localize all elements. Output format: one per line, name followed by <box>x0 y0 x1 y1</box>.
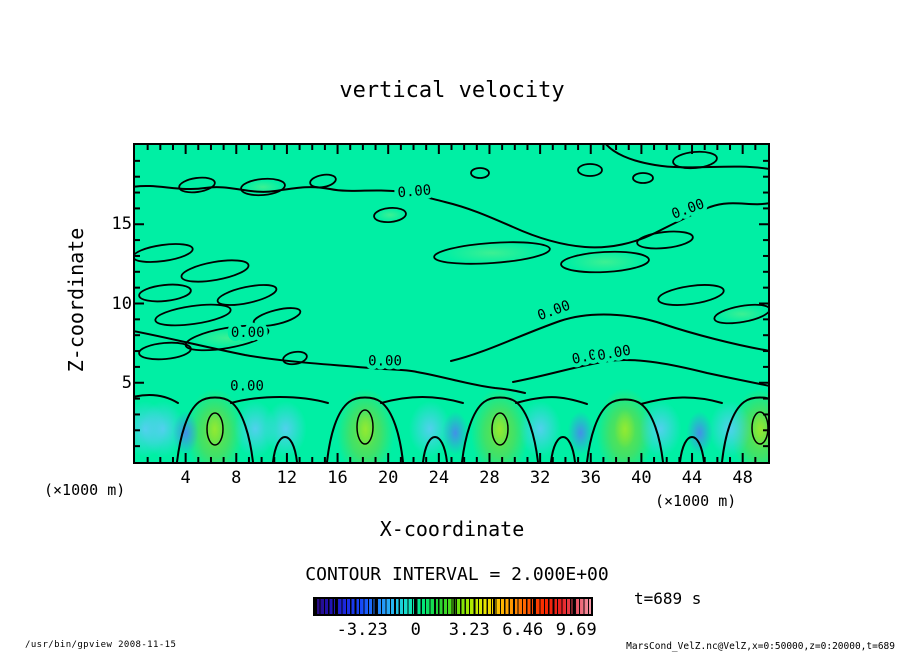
contour-value-label: 0.00 <box>397 182 432 201</box>
contour-line <box>721 396 768 462</box>
contour-loop <box>216 284 278 306</box>
contour-plot-overlay: 0.000.000.000.000.000.000.000.00 <box>135 145 768 462</box>
x-tick-label: 24 <box>428 468 450 488</box>
contour-loop <box>433 241 551 265</box>
contour-loop <box>180 259 250 283</box>
contour-line <box>640 396 723 405</box>
contour-line <box>326 396 404 462</box>
contour-plot: 0.00 0.00 0.00 0.00 0.00 0.00 0.00 0.00 <box>133 143 770 464</box>
y-axis-title: Z-coordinate <box>64 227 88 373</box>
x-tick-label: 4 <box>180 468 191 488</box>
x-axis-unit-left: (×1000 m) <box>44 481 126 499</box>
contour-value-label: 0.00 <box>368 353 402 369</box>
axis-tick-marks <box>135 145 768 462</box>
contour-line <box>272 435 298 462</box>
contour-loop <box>240 177 286 197</box>
colorbar-tick-label: 6.46 <box>502 620 544 640</box>
contour-line <box>450 313 768 362</box>
contour-loop <box>154 303 232 327</box>
contour-lines <box>135 145 768 462</box>
contour-inner-loop <box>751 411 768 445</box>
contour-loop <box>252 307 302 327</box>
contour-loop <box>309 173 337 189</box>
contour-interval-note: CONTOUR INTERVAL = 2.000E+00 <box>305 564 609 585</box>
contour-inner-loop <box>206 412 224 446</box>
contour-loop <box>657 284 725 306</box>
contour-loop <box>282 350 308 366</box>
colorbar <box>313 597 593 616</box>
contour-loop <box>373 206 407 224</box>
contour-value-label: 0.00 <box>535 298 572 325</box>
footer-command-path: /usr/bin/gpview 2008-11-15 <box>25 640 177 650</box>
contour-line <box>586 398 664 462</box>
contour-loop <box>470 167 490 179</box>
x-tick-label: 48 <box>732 468 753 488</box>
contour-loop <box>577 163 603 177</box>
contour-line <box>380 396 464 404</box>
colorbar-tick-label: 3.23 <box>448 620 490 640</box>
contour-loop <box>672 150 718 170</box>
time-label: t=689 s <box>634 589 702 608</box>
x-axis-title: X-coordinate <box>379 517 525 541</box>
x-tick-label: 36 <box>580 468 601 488</box>
y-tick-label: 5 <box>121 372 132 393</box>
contour-inner-loop <box>491 412 509 446</box>
contour-line <box>515 396 588 405</box>
colorbar-tick-label: -3.23 <box>336 620 388 640</box>
contour-line <box>461 396 539 462</box>
colorbar-tick-label: 9.69 <box>555 620 597 640</box>
page-title: vertical velocity <box>339 78 565 103</box>
contour-inner-loop <box>356 409 374 445</box>
contour-line <box>135 330 526 394</box>
contour-line <box>422 435 448 462</box>
contour-loop <box>713 303 768 325</box>
contour-loop <box>138 283 192 303</box>
x-tick-label: 44 <box>681 468 703 488</box>
contour-value-label: 0.00 <box>670 196 707 223</box>
contour-line <box>605 145 768 170</box>
contour-loop <box>138 341 192 361</box>
contour-loop <box>632 172 654 184</box>
contour-value-label: 0.00 <box>230 379 264 395</box>
contour-line <box>679 435 705 462</box>
contour-line <box>135 394 179 404</box>
x-tick-label: 28 <box>479 468 500 488</box>
contour-line <box>512 358 768 387</box>
contour-value-label: 0.00 <box>231 325 265 341</box>
footer-dataset-info: MarsCond_VelZ.nc@VelZ,x=0:50000,z=0:2000… <box>626 641 895 652</box>
x-tick-label: 8 <box>231 468 242 488</box>
contour-loop <box>135 243 194 263</box>
contour-line <box>135 184 768 249</box>
x-tick-label: 32 <box>529 468 551 488</box>
x-tick-label: 20 <box>377 468 399 488</box>
x-axis-unit-right: (×1000 m) <box>655 492 737 510</box>
y-tick-label: 10 <box>111 293 132 314</box>
x-tick-label: 40 <box>631 468 652 488</box>
contour-loop <box>178 176 216 194</box>
contour-line <box>550 435 576 462</box>
y-tick-label: 15 <box>111 214 132 235</box>
x-tick-label: 12 <box>276 468 298 488</box>
contour-line <box>176 396 254 462</box>
contour-loop <box>636 230 694 250</box>
x-tick-label: 16 <box>327 468 348 488</box>
colorbar-tick-label: 0 <box>410 620 421 640</box>
contour-loop <box>560 250 650 274</box>
contour-line <box>230 396 329 404</box>
